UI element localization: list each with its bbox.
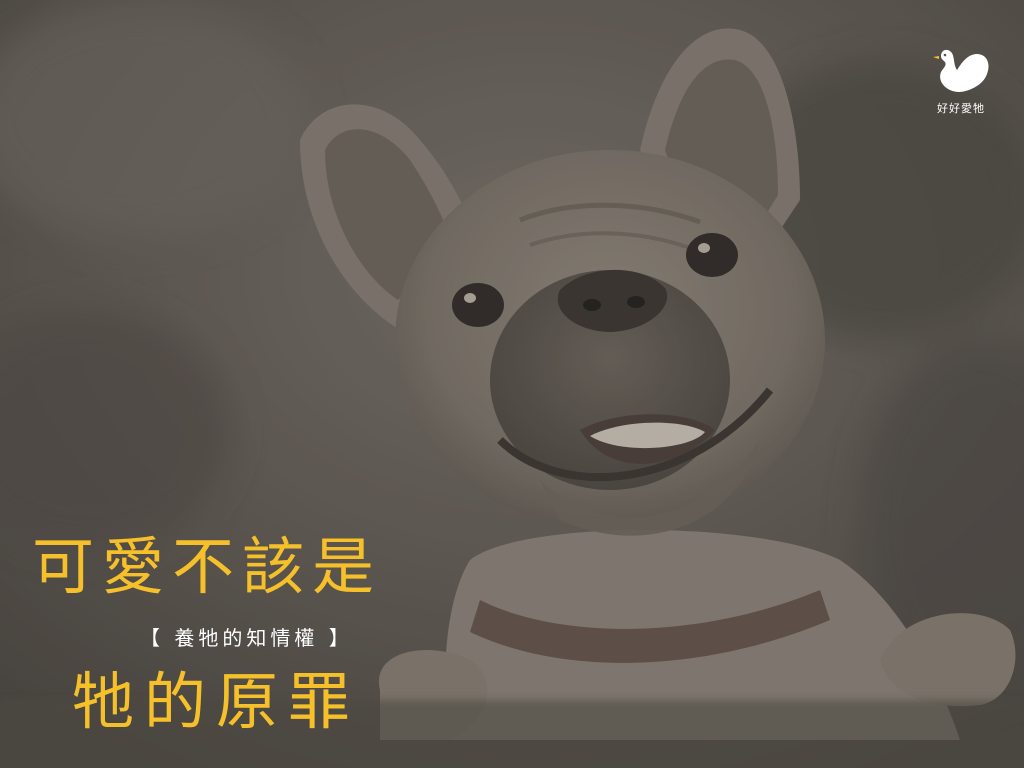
bird-heart-icon	[933, 49, 989, 92]
brand-name: 好好愛牠	[937, 102, 985, 115]
brand-logo: 好好愛牠	[924, 44, 998, 116]
headline-bottom: 牠的原罪	[72, 665, 361, 738]
headline-top: 可愛不該是	[32, 530, 383, 603]
dog-illustration	[300, 28, 1016, 740]
subtitle: 【 養牠的知情權 】	[140, 626, 353, 650]
